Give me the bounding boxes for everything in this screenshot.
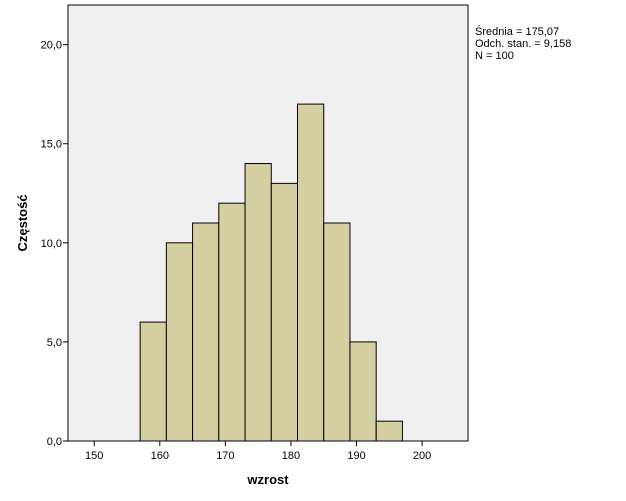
histogram-bar-4 (218, 202, 246, 442)
x-tick-label: 160 (151, 450, 169, 462)
stats-box: Średnia = 175,07 Odch. stan. = 9,158 N =… (475, 26, 571, 62)
y-axis: 0,0 5,0 10,0 15,0 20,0 (41, 40, 68, 448)
histogram-bar-3 (192, 222, 220, 442)
bars-group (139, 103, 403, 442)
histogram-bar-8 (323, 222, 351, 442)
y-tick-label: 10,0 (41, 238, 62, 250)
histogram-bar-7 (297, 103, 325, 442)
x-tick-label: 170 (216, 450, 234, 462)
y-axis-title: Częstość (15, 194, 30, 251)
histogram-bar-5 (244, 163, 272, 442)
x-axis: 150 160 170 180 190 200 (85, 441, 431, 462)
y-tick-label: 15,0 (41, 139, 62, 151)
x-tick-label: 150 (85, 450, 103, 462)
stats-n: N = 100 (475, 50, 514, 62)
x-tick-label: 190 (347, 450, 365, 462)
histogram-bar-10 (375, 420, 403, 442)
histogram-bar-2 (165, 242, 194, 442)
histogram-bar-6 (270, 182, 299, 442)
x-axis-title: wzrost (246, 472, 289, 487)
x-tick-label: 200 (413, 450, 431, 462)
y-tick-label: 0,0 (47, 436, 62, 448)
histogram-bar-1 (139, 321, 167, 442)
x-tick-label: 180 (282, 450, 300, 462)
stats-mean: Średnia = 175,07 (475, 26, 560, 38)
stats-std: Odch. stan. = 9,158 (475, 38, 572, 50)
histogram-bar-9 (349, 341, 377, 442)
y-tick-label: 5,0 (47, 337, 62, 349)
y-tick-label: 20,0 (41, 40, 62, 52)
